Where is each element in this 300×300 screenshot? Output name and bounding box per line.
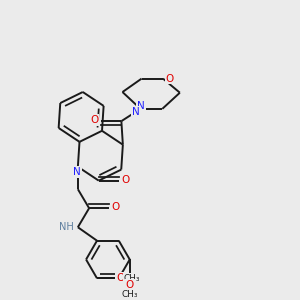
Text: O: O: [122, 175, 130, 185]
Text: O: O: [166, 74, 174, 84]
Text: CH₃: CH₃: [122, 290, 138, 299]
Text: O: O: [112, 202, 120, 212]
Text: N: N: [137, 101, 145, 111]
Text: CH₃: CH₃: [123, 274, 140, 283]
Text: N: N: [74, 167, 81, 177]
Text: O: O: [90, 115, 99, 125]
Text: O: O: [126, 280, 134, 290]
Text: O: O: [116, 273, 124, 283]
Text: NH: NH: [59, 222, 74, 232]
Text: N: N: [132, 107, 140, 117]
